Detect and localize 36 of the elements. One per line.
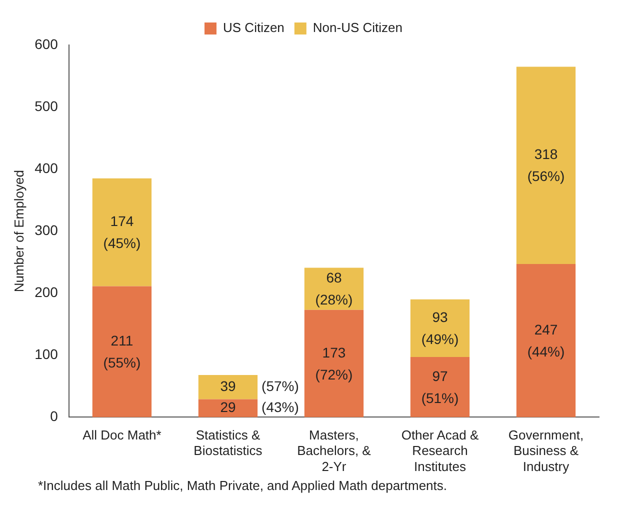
y-tick-label: 400 [34,160,58,176]
legend-label: Non-US Citizen [312,20,403,36]
y-tick-label: 300 [34,222,58,238]
y-tick-label: 600 [34,36,58,52]
y-tick-label: 100 [34,346,58,362]
data-label: 93 (49%) [421,309,459,348]
data-label: 68 (28%) [315,270,353,308]
text: 39 (57%) [220,378,299,394]
bar [92,286,152,418]
legend-label: US Citizen [223,20,284,36]
y-tick-label: 200 [34,284,58,300]
y-tick-label: 0 [50,408,58,424]
bar [198,399,258,418]
bar [304,268,364,310]
bar [516,264,576,418]
x-tick-label: Masters, Bachelors, & 2-Yr [297,428,372,474]
text: 29 (43%) [220,399,299,416]
data-label: 97 (51%) [421,368,459,406]
bar [304,310,364,418]
x-tick-label: All Doc Math* [82,428,162,443]
data-label: 174 (45%) [103,213,141,252]
x-tick-label: Other Acad & Research Institutes [401,428,479,474]
x-tick-label: Government, Business & Industry [508,428,584,474]
data-label: 173 (72%) [315,344,353,382]
data-label: 211 (55%) [103,332,141,371]
y-tick-label: 500 [34,98,58,114]
bar [92,178,152,286]
data-label: 318 (56%) [527,146,565,184]
bar [516,66,576,264]
data-label: 247 (44%) [527,321,565,360]
y-axis-title: Number of Employed [11,170,26,292]
bar [198,375,258,400]
bar [410,357,470,418]
bar [410,299,470,358]
x-tick-label: Statistics & Biostatistics [194,428,263,458]
text: *Includes all Math Public, Math Private, and Applied Math departments. [37,478,448,493]
